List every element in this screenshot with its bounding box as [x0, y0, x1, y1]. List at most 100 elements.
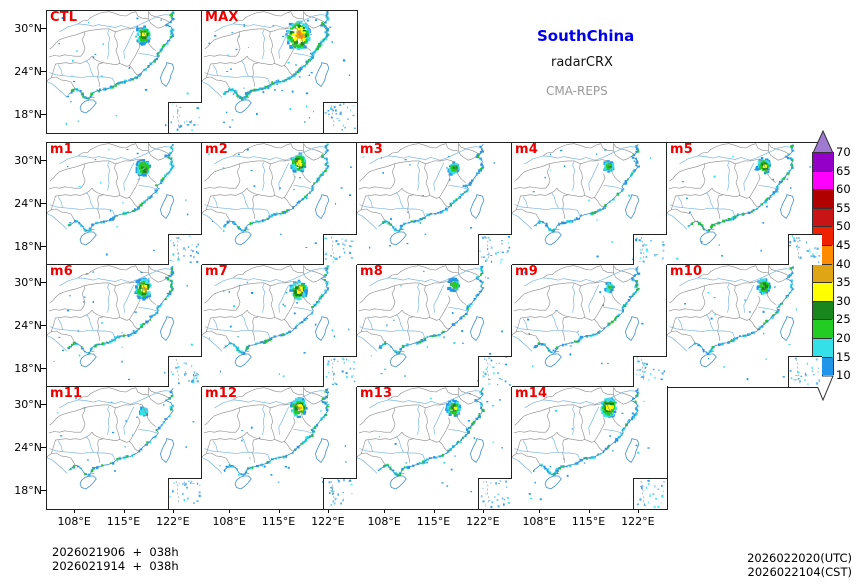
- panel-label-m7: m7: [205, 264, 228, 279]
- colorbar-separator: [812, 282, 832, 284]
- colorbar-tick-label: 20: [836, 331, 851, 345]
- x-tick-label: 115°E: [261, 515, 296, 528]
- y-tick-label: 24°N: [14, 197, 42, 210]
- map-panel-m13[interactable]: m13: [356, 386, 513, 510]
- x-tick-label: 122°E: [156, 515, 190, 528]
- x-tick-mark: [482, 508, 484, 513]
- colorbar-tick-label: 65: [836, 163, 851, 178]
- map-panel-m5[interactable]: m5: [666, 142, 823, 266]
- x-tick-mark: [327, 508, 329, 513]
- south-china-sea-inset: [478, 234, 512, 265]
- colorbar-separator: [812, 263, 832, 265]
- map-panel-m4[interactable]: m4: [511, 142, 668, 266]
- south-china-sea-inset: [168, 356, 202, 387]
- panel-label-m4: m4: [515, 142, 538, 157]
- map-panel-m11[interactable]: m11: [46, 386, 203, 510]
- map-panel-m9[interactable]: m9: [511, 264, 668, 388]
- colorbar-band: [812, 263, 834, 283]
- footer-right-line1: 2026022020(UTC): [747, 551, 852, 565]
- map-panel-m14[interactable]: m14: [511, 386, 668, 510]
- colorbar-band: [812, 282, 834, 301]
- south-china-sea-inset: [168, 234, 202, 265]
- colorbar-separator: [812, 207, 832, 209]
- y-tick-mark: [41, 246, 46, 248]
- page-title: SouthChina: [537, 27, 635, 45]
- colorbar-separator: [812, 170, 832, 172]
- panel-label-m12: m12: [205, 386, 238, 401]
- colorbar-separator: [812, 319, 832, 321]
- colorbar-band: [812, 300, 834, 320]
- map-panel-m8[interactable]: m8: [356, 264, 513, 388]
- x-tick-mark: [74, 508, 76, 513]
- y-tick-label: 30°N: [14, 153, 42, 167]
- x-tick-mark: [123, 508, 125, 513]
- x-tick-mark: [637, 508, 639, 513]
- x-tick-label: 108°E: [367, 515, 401, 528]
- map-panel-m7[interactable]: m7: [201, 264, 358, 388]
- map-panel-ctl[interactable]: CTL: [46, 10, 203, 134]
- y-tick-mark: [41, 368, 46, 370]
- x-tick-mark: [433, 508, 435, 513]
- x-tick-mark: [229, 508, 231, 513]
- x-tick-mark: [384, 508, 386, 513]
- map-panel-m12[interactable]: m12: [201, 386, 358, 510]
- map-panel-m3[interactable]: m3: [356, 142, 513, 266]
- colorbar-separator: [812, 152, 832, 153]
- panel-label-max: MAX: [205, 10, 239, 25]
- south-china-sea-inset: [323, 234, 357, 265]
- south-china-sea-inset: [168, 102, 202, 133]
- panel-label-m13: m13: [360, 386, 393, 401]
- map-panel-m1[interactable]: m1: [46, 142, 203, 266]
- y-tick-label: 18°N: [14, 362, 42, 376]
- colorbar-band: [812, 170, 834, 190]
- x-tick-label: 108°E: [57, 515, 91, 528]
- footer-left-line1: 2026021906 + 038h: [52, 545, 179, 559]
- y-tick-mark: [41, 159, 46, 161]
- south-china-sea-inset: [168, 478, 202, 509]
- y-tick-label: 30°N: [14, 275, 42, 289]
- x-tick-label: 115°E: [106, 515, 141, 528]
- colorbar-top-cap: [812, 130, 834, 154]
- south-china-sea-inset: [633, 478, 667, 509]
- footer-left-line2: 2026021914 + 038h: [52, 559, 179, 573]
- y-tick-label: 18°N: [14, 240, 42, 254]
- colorbar-tick-label: 15: [836, 349, 851, 364]
- panel-label-m8: m8: [360, 264, 383, 279]
- south-china-sea-inset: [323, 356, 357, 387]
- y-tick-label: 24°N: [14, 65, 42, 78]
- model-title: CMA-REPS: [546, 84, 608, 98]
- x-tick-mark: [172, 508, 174, 513]
- south-china-sea-inset: [478, 478, 512, 509]
- map-panel-m2[interactable]: m2: [201, 142, 358, 266]
- colorbar-tick-label: 10: [836, 368, 851, 383]
- variable-title: radarCRX: [551, 55, 613, 70]
- colorbar-separator: [812, 189, 832, 191]
- y-tick-mark: [41, 403, 46, 405]
- panel-label-m2: m2: [205, 142, 228, 157]
- colorbar-tick-label: 30: [836, 293, 851, 308]
- y-tick-mark: [41, 114, 46, 116]
- colorbar-separator: [812, 226, 832, 228]
- map-panel-max[interactable]: MAX: [201, 10, 358, 134]
- x-tick-label: 122°E: [621, 515, 655, 528]
- colorbar-band: [812, 319, 834, 338]
- colorbar-tick-label: 55: [836, 200, 851, 215]
- south-china-sea-inset: [788, 234, 822, 265]
- map-panel-m10[interactable]: m10: [666, 264, 823, 388]
- colorbar-tick-label: 35: [836, 275, 851, 290]
- south-china-sea-inset: [633, 356, 667, 387]
- x-tick-label: 108°E: [212, 515, 246, 528]
- y-tick-mark: [41, 490, 46, 492]
- colorbar-band: [812, 207, 834, 227]
- colorbar-tick-label: 40: [836, 256, 851, 271]
- colorbar-separator: [812, 338, 832, 339]
- x-tick-label: 122°E: [466, 515, 500, 528]
- colorbar-tick-label: 45: [836, 238, 851, 252]
- footer-right-line2: 2026022104(CST): [747, 565, 853, 579]
- x-tick-label: 122°E: [311, 515, 345, 528]
- map-panel-m6[interactable]: m6: [46, 264, 203, 388]
- x-tick-label: 115°E: [571, 515, 606, 528]
- y-tick-label: 18°N: [14, 108, 42, 122]
- panel-label-m14: m14: [515, 386, 548, 401]
